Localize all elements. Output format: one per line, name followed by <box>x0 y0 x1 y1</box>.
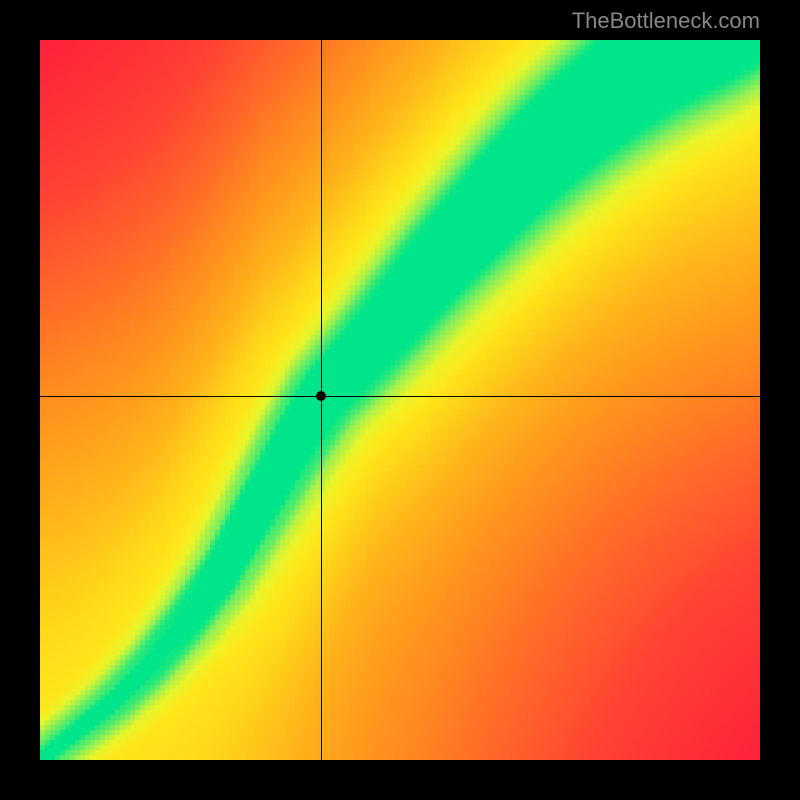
heatmap-canvas <box>40 40 760 760</box>
crosshair-marker <box>316 391 326 401</box>
chart-container: TheBottleneck.com <box>0 0 800 800</box>
crosshair-horizontal <box>40 396 760 397</box>
watermark-text: TheBottleneck.com <box>572 8 760 34</box>
plot-area <box>40 40 760 760</box>
